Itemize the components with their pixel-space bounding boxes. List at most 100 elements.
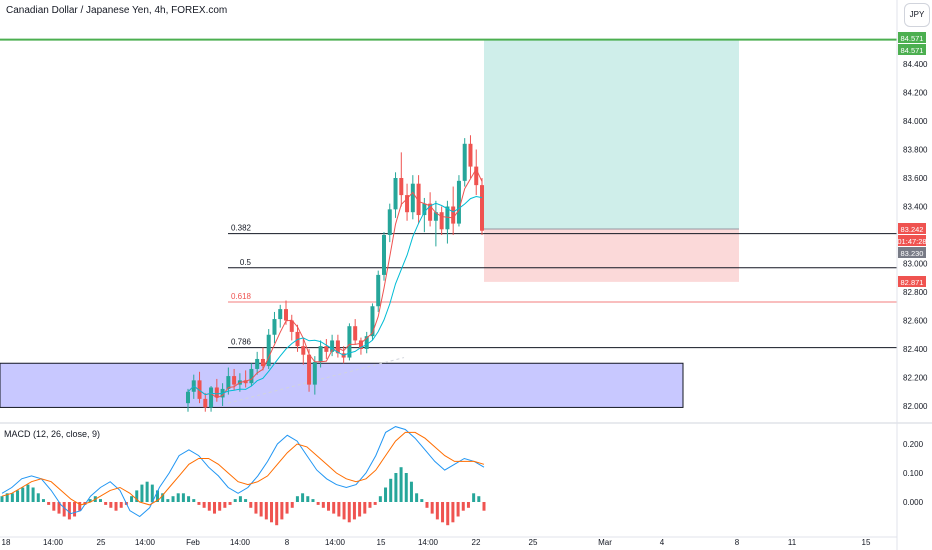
macd-hist-bar <box>264 502 268 520</box>
demand-zone <box>0 362 684 408</box>
price-tag-bg-1 <box>898 44 926 55</box>
macd-hist-bar <box>404 473 408 502</box>
chart-title: Canadian Dollar / Japanese Yen, 4h, FORE… <box>6 5 228 16</box>
price-tick-2: 84.000 <box>903 117 928 126</box>
candle-body <box>416 183 421 216</box>
price-tag-1: 84.571 <box>901 46 924 55</box>
time-tick-7: 14:00 <box>325 538 346 547</box>
candle-body <box>260 358 265 367</box>
macd-hist-bar <box>36 493 40 502</box>
macd-hist-bar <box>342 502 346 520</box>
macd-hist-bar <box>62 502 66 517</box>
macd-hist-bar <box>140 484 144 502</box>
macd-hist-bar <box>249 502 253 508</box>
candle-body <box>289 320 294 332</box>
ma-fast-line <box>187 168 483 399</box>
time-tick-3: 14:00 <box>135 538 156 547</box>
macd-hist-bar <box>337 502 341 517</box>
macd-hist-bar <box>368 502 372 508</box>
macd-hist-bar <box>47 502 51 505</box>
macd-hist-bar <box>98 499 102 502</box>
macd-hist-bar <box>352 502 356 520</box>
macd-hist-bar <box>41 499 45 502</box>
candle-body <box>324 346 329 352</box>
price-tag-4: 83.230 <box>901 249 924 258</box>
macd-title: MACD (12, 26, close, 9) <box>4 429 101 439</box>
price-tag-0: 84.571 <box>901 34 924 43</box>
price-tick-7: 82.800 <box>903 288 928 297</box>
time-tick-5: 14:00 <box>230 538 251 547</box>
candle-body <box>330 340 335 352</box>
price-tag-bg-4 <box>898 247 926 258</box>
candle-body <box>209 387 214 408</box>
macd-hist-bar <box>420 499 424 502</box>
candle-body <box>301 346 306 355</box>
macd-hist-bar <box>192 499 196 502</box>
fib-label-3: 0.786 <box>231 338 252 347</box>
macd-hist-bar <box>306 496 310 502</box>
macd-hist-bar <box>254 502 258 514</box>
fib-label-2: 0.618 <box>231 292 252 301</box>
macd-hist-bar <box>88 499 92 502</box>
macd-hist-bar <box>150 484 154 502</box>
macd-hist-bar <box>181 493 185 502</box>
macd-hist-bar <box>207 502 211 511</box>
candle-body <box>243 380 248 384</box>
macd-hist-bar <box>301 493 305 502</box>
macd-hist-bar <box>384 487 388 502</box>
fib-label-0: 0.382 <box>231 224 252 233</box>
macd-hist-bar <box>451 502 455 523</box>
macd-hist-bar <box>477 496 481 502</box>
macd-hist-bar <box>290 502 294 508</box>
macd-hist-bar <box>135 490 139 502</box>
candle-body <box>364 336 369 349</box>
price-tick-8: 82.600 <box>903 317 928 326</box>
macd-hist-bar <box>332 502 336 514</box>
macd-hist-bar <box>275 502 279 526</box>
price-tick-6: 83.000 <box>903 260 928 269</box>
candle-body <box>249 368 254 384</box>
macd-hist-bar <box>130 496 134 502</box>
levels-layer: 0.382 0.5 0.618 0.786 <box>0 38 897 404</box>
candle-body <box>456 180 461 224</box>
candle-body <box>214 387 219 398</box>
candle-body <box>266 334 271 367</box>
candle-body <box>474 166 479 186</box>
time-tick-11: 25 <box>529 538 538 547</box>
macd-hist-bar <box>399 467 403 502</box>
candle-body <box>272 319 277 335</box>
time-tick-0: 18 <box>2 538 11 547</box>
candle-body <box>387 209 392 235</box>
macd-hist-bar <box>233 499 237 502</box>
macd-hist-bar <box>145 481 149 502</box>
candle-body <box>203 398 208 408</box>
time-tick-6: 8 <box>285 538 290 547</box>
macd-hist-bar <box>171 496 175 502</box>
macd-hist-bar <box>10 493 14 502</box>
macd-hist-bar <box>5 493 9 502</box>
macd-hist-bar <box>104 502 108 505</box>
price-tags-layer: 84.571 84.571 83.242 01:47:28 83.230 82.871 <box>897 32 927 287</box>
price-tick-3: 83.800 <box>903 146 928 155</box>
time-tick-9: 14:00 <box>418 538 439 547</box>
macd-hist-bar <box>347 502 351 523</box>
candle-body <box>393 178 398 210</box>
macd-hist-bar <box>378 496 382 502</box>
macd-hist-bar <box>57 502 61 514</box>
price-tag-bg-2 <box>898 223 926 234</box>
candle-body <box>480 185 484 231</box>
price-tick-11: 82.000 <box>903 402 928 411</box>
candle-body <box>318 346 323 362</box>
macd-hist-bar <box>285 502 289 514</box>
price-tag-bg-5 <box>898 276 926 287</box>
currency-badge[interactable]: JPY <box>904 3 930 27</box>
candle-body <box>335 340 340 354</box>
price-tag-5: 82.871 <box>901 278 924 287</box>
candle-body <box>312 361 317 385</box>
time-tick-4: Feb <box>186 538 200 547</box>
macd-hist-bar <box>435 502 439 520</box>
macd-hist-bar <box>244 499 248 502</box>
macd-layer <box>0 426 486 526</box>
